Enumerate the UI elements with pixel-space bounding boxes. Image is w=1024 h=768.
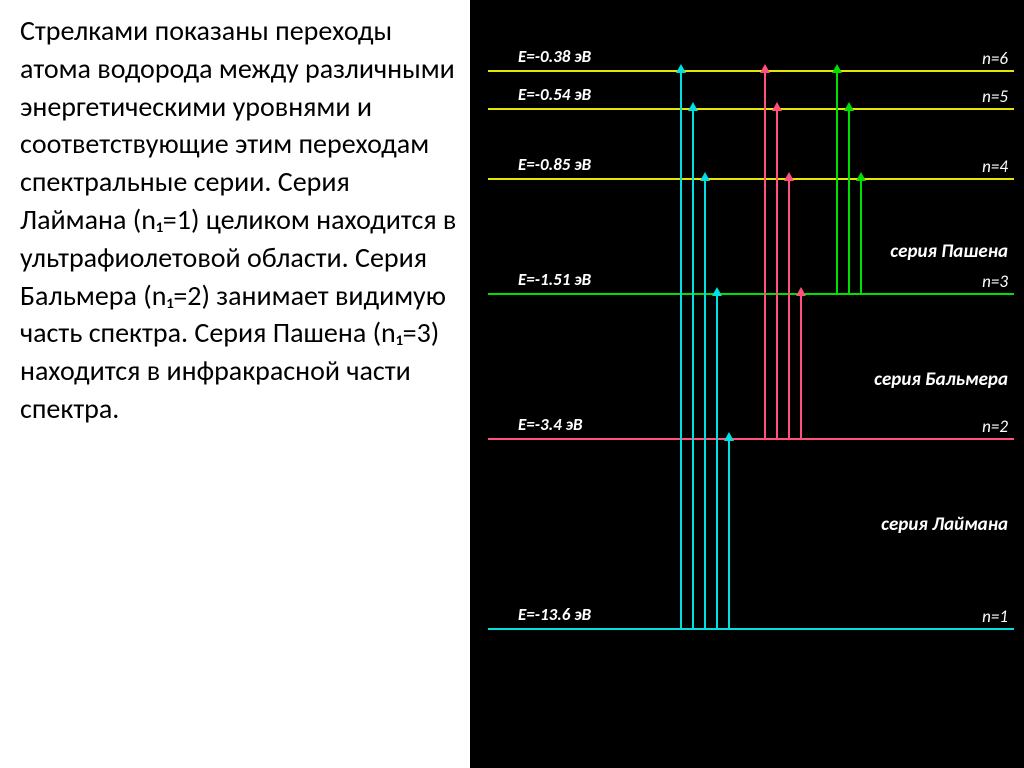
transition-arrow [728, 438, 730, 628]
energy-level-n1 [488, 628, 1014, 630]
transition-arrow [704, 178, 706, 628]
transition-arrow [692, 108, 694, 628]
arrow-head-icon [772, 102, 782, 111]
n-label-3: n=3 [982, 271, 1008, 292]
transition-arrow [776, 108, 778, 438]
transition-arrow [860, 178, 862, 293]
text-content: Стрелками показаны переходы атома водоро… [20, 13, 456, 426]
series-label: серия Бальмера [874, 368, 1008, 391]
arrow-head-icon [784, 172, 794, 181]
description-text: Стрелками показаны переходы атома водоро… [0, 0, 470, 768]
energy-label-n5: E=-0.54 эВ [518, 84, 591, 105]
transition-arrow [800, 293, 802, 438]
n-label-1: n=1 [982, 606, 1008, 627]
transition-arrow [788, 178, 790, 438]
transition-arrow [716, 293, 718, 628]
energy-label-n4: E=-0.85 эВ [518, 154, 591, 175]
energy-label-n3: E=-1.51 эВ [518, 269, 591, 290]
n-label-5: n=5 [982, 86, 1008, 107]
energy-level-n6 [488, 70, 1014, 72]
energy-level-n2 [488, 438, 1014, 440]
n-label-6: n=6 [982, 48, 1008, 69]
arrow-head-icon [700, 172, 710, 181]
energy-level-n4 [488, 178, 1014, 180]
energy-diagram: E=-0.38 эВ n=6 E=-0.54 эВ n=5 E=-0.85 эВ n=4 E… [470, 0, 1024, 768]
transition-arrow [848, 108, 850, 293]
arrow-head-icon [760, 64, 770, 73]
arrow-head-icon [688, 102, 698, 111]
series-label: серия Пашена [890, 240, 1008, 263]
series-label: серия Лаймана [881, 513, 1008, 536]
arrow-head-icon [724, 432, 734, 441]
transition-arrow [836, 70, 838, 293]
energy-level-n3 [488, 293, 1014, 295]
arrow-head-icon [712, 287, 722, 296]
transition-arrow [680, 70, 682, 628]
energy-label-n2: E=-3.4 эВ [518, 414, 583, 435]
arrow-head-icon [676, 64, 686, 73]
arrow-head-icon [832, 64, 842, 73]
n-label-4: n=4 [982, 156, 1008, 177]
energy-label-n1: E=-13.6 эВ [518, 604, 591, 625]
energy-label-n6: E=-0.38 эВ [518, 46, 591, 67]
arrow-head-icon [796, 287, 806, 296]
arrow-head-icon [856, 172, 866, 181]
n-label-2: n=2 [982, 416, 1008, 437]
energy-level-n5 [488, 108, 1014, 110]
transition-arrow [764, 70, 766, 438]
arrow-head-icon [844, 102, 854, 111]
